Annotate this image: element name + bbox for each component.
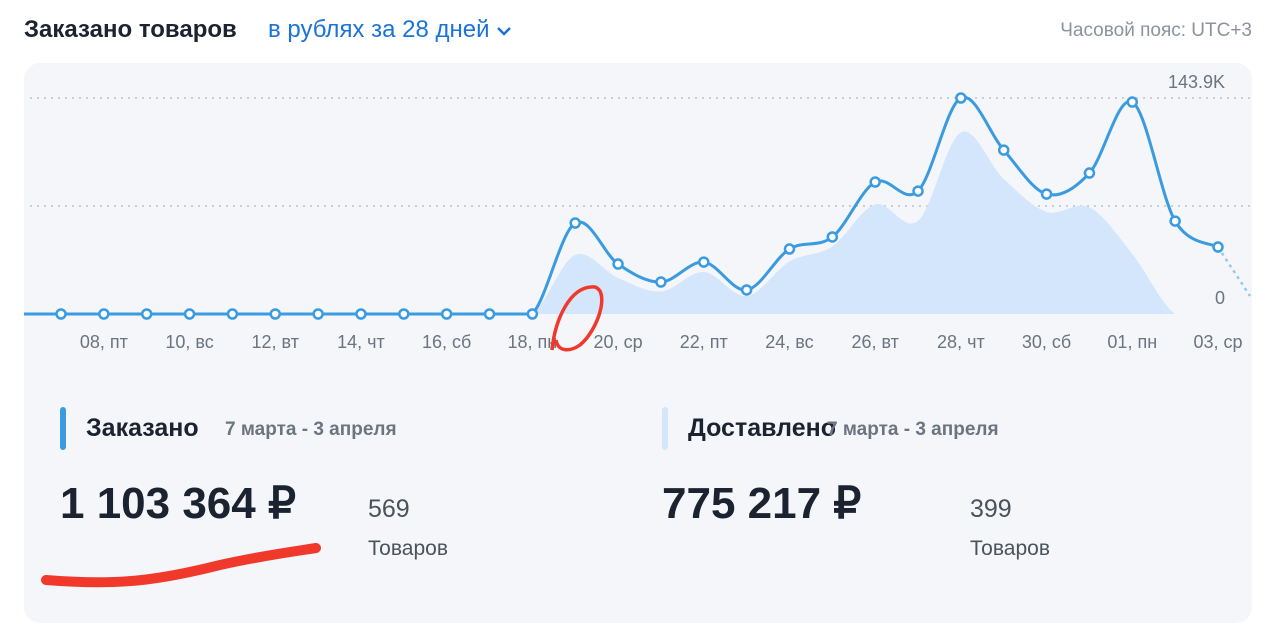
legend-bar [60, 407, 66, 450]
point [226, 308, 239, 320]
point [312, 308, 324, 320]
point [1126, 96, 1139, 108]
point [1169, 215, 1181, 227]
x-tick-label: 10, вс [165, 332, 213, 352]
card [24, 63, 1252, 623]
x-tick-label: 24, вс [765, 332, 813, 352]
point [655, 276, 667, 288]
point [1212, 241, 1224, 253]
period-text[interactable]: в рублях за 28 дней [268, 16, 490, 43]
x-tick-label: 03, ср [1193, 332, 1242, 352]
stat-count: 569 [368, 495, 410, 523]
point [826, 231, 839, 243]
x-tick-label: 14, чт [337, 332, 385, 352]
x-tick-label: 01, пн [1107, 332, 1157, 352]
area [61, 131, 1218, 314]
y-tick-label: 143.9K [1168, 72, 1225, 92]
forecast [1216, 246, 1252, 297]
point [98, 308, 110, 320]
point [955, 92, 967, 104]
point [740, 284, 753, 296]
title: Заказано товаров [24, 16, 237, 43]
point [783, 243, 796, 255]
annotation-underline [41, 543, 321, 588]
point [183, 308, 196, 320]
x-tick-label: 18, пн [508, 332, 558, 352]
x-tick-label: 30, сб [1022, 332, 1071, 352]
stat-count: 399 [970, 495, 1012, 523]
x-tick-label: 16, сб [422, 332, 471, 352]
stat-amount: 775 217 ₽ [662, 479, 862, 528]
point [55, 308, 67, 320]
stat-amount: 1 103 364 ₽ [60, 479, 296, 528]
point [269, 308, 282, 320]
point [997, 144, 1010, 156]
stat-name: Доставлено [688, 414, 836, 442]
stat-count-label: Товаров [368, 537, 448, 560]
point [869, 176, 881, 188]
stat-period: 7 марта - 3 апреля [827, 419, 999, 440]
point [140, 308, 153, 320]
stat-count-label: Товаров [970, 537, 1050, 560]
point [483, 308, 496, 320]
x-tick-label: 26, вт [851, 332, 898, 352]
x-tick-label: 20, ср [594, 332, 643, 352]
timezone: Часовой пояс: UTC+3 [1060, 20, 1252, 41]
stat-name: Заказано [86, 414, 199, 442]
x-tick-label: 08, пт [80, 332, 128, 352]
legend-bar [662, 407, 668, 450]
x-tick-label: 12, вт [252, 332, 299, 352]
point [569, 217, 581, 229]
period-select[interactable]: в рублях за 28 дней [268, 16, 512, 44]
annotation-circle [550, 285, 604, 352]
chevron [497, 27, 512, 36]
point [398, 308, 410, 320]
point [612, 258, 624, 270]
point [698, 256, 710, 268]
x-tick-label: 28, чт [937, 332, 985, 352]
point [526, 308, 539, 320]
point [1083, 167, 1096, 179]
point [355, 308, 367, 320]
stat-period: 7 марта - 3 апреля [225, 419, 397, 440]
y-tick-label: 0 [1215, 288, 1225, 308]
point [912, 185, 924, 197]
x-tick-label: 22, пт [680, 332, 728, 352]
point [1040, 188, 1053, 200]
point [440, 308, 453, 320]
